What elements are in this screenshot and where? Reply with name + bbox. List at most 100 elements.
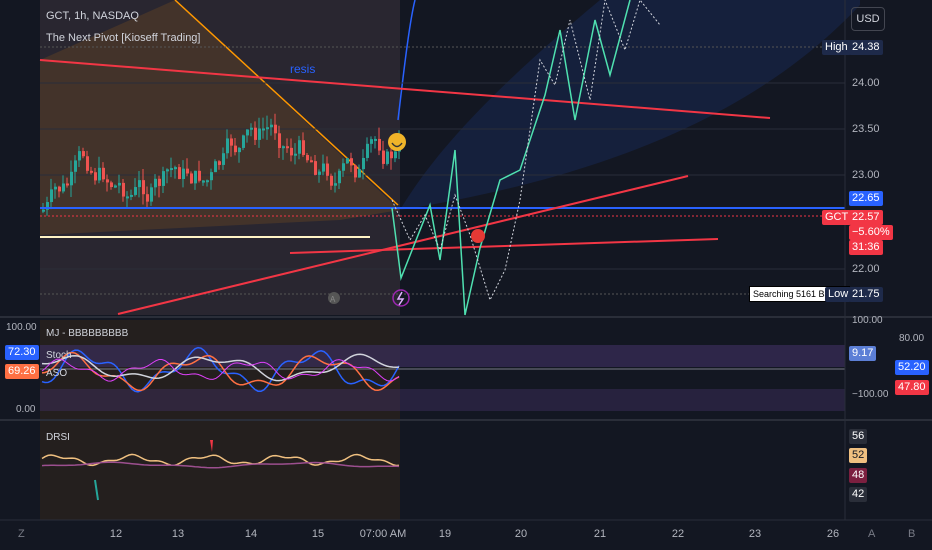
candle-body	[318, 171, 321, 175]
candle-body	[46, 202, 49, 210]
candle-body	[346, 158, 349, 164]
osc-left-tick-100: 100.00	[6, 322, 37, 333]
candle-body	[98, 167, 101, 181]
time-label-23: 23	[748, 528, 762, 540]
candle-body	[354, 165, 357, 178]
candle-body	[78, 151, 81, 161]
candle-body	[218, 161, 221, 165]
candle-body	[86, 156, 89, 171]
candle-body	[182, 168, 185, 180]
candle-body	[210, 172, 213, 181]
smile-emoji-icon[interactable]	[388, 133, 406, 151]
osc-line-pink	[41, 358, 400, 382]
candle-body	[214, 161, 217, 173]
candle-body	[190, 173, 193, 184]
candle-body	[178, 167, 181, 180]
candle-body	[290, 147, 293, 156]
price-tick-23-50: 23.50	[852, 123, 880, 135]
candle-body	[234, 145, 237, 153]
candle-body	[174, 167, 177, 170]
candle-body	[42, 209, 45, 212]
candle-body	[154, 178, 157, 188]
candle-body	[342, 163, 345, 171]
osc-lines	[41, 346, 400, 393]
candle-body	[382, 150, 385, 164]
candle-body	[150, 187, 153, 202]
blue-projection-zone	[400, 0, 860, 210]
osc-label-mj[interactable]: MJ - BBBBBBBBB	[46, 328, 129, 339]
candle-body	[270, 124, 273, 128]
candle-body	[118, 182, 121, 186]
corner-label-a[interactable]: A	[868, 528, 876, 540]
price-tick-22-00: 22.00	[852, 263, 880, 275]
high-tag: High	[822, 40, 851, 55]
candle-body	[142, 180, 145, 195]
osc-line-white	[41, 353, 400, 382]
price-tick-23-00: 23.00	[852, 169, 880, 181]
candle-body	[110, 182, 113, 188]
candle-body	[162, 171, 165, 186]
currency-button[interactable]: USD	[851, 7, 885, 31]
time-label-20: 20	[514, 528, 528, 540]
candle-body	[394, 151, 397, 159]
indicator-title[interactable]: The Next Pivot [Kioseff Trading]	[46, 32, 201, 44]
osc-band-bottom	[40, 389, 845, 411]
candles	[42, 113, 401, 216]
candle-body	[338, 170, 341, 184]
candle-body	[166, 169, 169, 172]
candle-body	[202, 180, 205, 183]
candle-body	[170, 168, 173, 171]
drsi-level-48: 48	[849, 468, 868, 483]
osc-line-blue	[41, 346, 400, 393]
symbol-title[interactable]: GCT, 1h, NASDAQ	[46, 10, 139, 22]
candle-body	[242, 135, 245, 148]
resis-label: resis	[290, 62, 316, 76]
time-label-21: 21	[593, 528, 607, 540]
osc-right-tick-neg100: −100.00	[852, 389, 889, 400]
osc-line-orange	[41, 351, 400, 392]
candle-body	[334, 183, 337, 186]
osc-far-right-tick: 80.00	[899, 333, 925, 344]
drsi-level-42: 42	[849, 487, 868, 502]
candle-body	[226, 138, 229, 154]
corner-label-b[interactable]: B	[908, 528, 916, 540]
candle-body	[230, 138, 233, 146]
osc-label-aso[interactable]: ASO	[46, 368, 68, 379]
time-label-15: 15	[311, 528, 325, 540]
osc-left-tag-1: 72.30	[5, 345, 39, 360]
time-label-14: 14	[244, 528, 258, 540]
candle-body	[130, 194, 133, 197]
red-trendline-top	[39, 59, 771, 119]
drsi-label[interactable]: DRSI	[46, 432, 70, 443]
candle-body	[62, 183, 65, 192]
candle-body	[362, 157, 365, 170]
candle-body	[350, 158, 353, 166]
drsi-line-purple	[41, 461, 400, 469]
osc-left-tick-0: 0.00	[16, 404, 36, 415]
marker-a-icon[interactable]	[328, 292, 340, 304]
osc-band-top	[40, 345, 845, 367]
lightning-icon[interactable]	[392, 289, 410, 307]
corner-label-left[interactable]: Z	[18, 528, 25, 540]
candle-body	[250, 127, 253, 130]
orange-zone	[40, 0, 400, 235]
candle-body	[390, 151, 393, 159]
blue-line-price-tag: 22.65	[849, 191, 883, 206]
candle-body	[158, 178, 161, 186]
time-label-22: 22	[671, 528, 685, 540]
candle-body	[66, 183, 69, 186]
countdown-tag: 31:36	[849, 240, 883, 255]
high-value-tag: 24.38	[849, 40, 883, 55]
candle-body	[90, 170, 93, 173]
osc-label-stoch[interactable]: Stoch	[46, 350, 72, 361]
low-tag: Low	[825, 287, 852, 302]
angry-emoji-icon[interactable]	[471, 229, 485, 243]
candle-body	[374, 138, 377, 141]
candle-body	[58, 186, 61, 192]
marker-a-label: A	[330, 295, 336, 304]
candle-body	[70, 171, 73, 186]
candle-body	[278, 133, 281, 149]
osc-right-tick-100: 100.00	[852, 315, 883, 326]
candle-body	[82, 151, 85, 157]
